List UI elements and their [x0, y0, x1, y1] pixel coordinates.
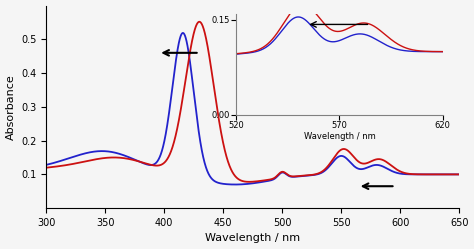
Y-axis label: Absorbance: Absorbance	[6, 74, 16, 140]
X-axis label: Wavelength / nm: Wavelength / nm	[205, 234, 300, 244]
